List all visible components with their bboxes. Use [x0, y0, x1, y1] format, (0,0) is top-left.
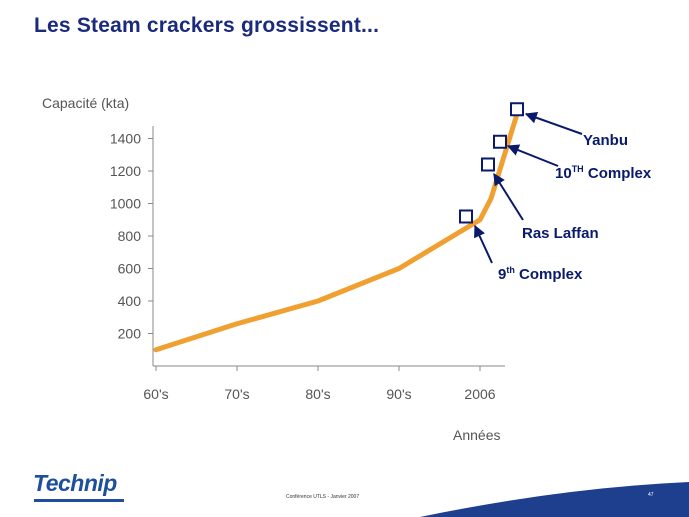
x-axis-label: Années	[453, 427, 500, 443]
capacity-line	[153, 108, 521, 353]
footer-text: Conférence UTLS - Janvier 2007	[286, 494, 360, 500]
milestone-marker-2	[493, 134, 507, 149]
footer-swoosh	[420, 482, 689, 517]
annotation-label-3: Yanbu	[583, 132, 628, 149]
y-tick-label-200: 200	[118, 326, 142, 342]
y-tick-label-600: 600	[118, 261, 142, 277]
x-tick-label-4: 2006	[464, 386, 495, 402]
slide-title: Les Steam crackers grossissent...	[34, 14, 380, 37]
x-tick-label-0: 60's	[143, 386, 168, 402]
annotation-label-2: 10TH Complex	[555, 164, 652, 182]
y-tick-label-1400: 1400	[110, 131, 141, 147]
milestone-marker-0	[459, 209, 473, 224]
milestone-marker-1	[481, 157, 495, 172]
y-axis-label: Capacité (kta)	[42, 95, 129, 111]
annotation-arrow-3	[524, 111, 583, 135]
technip-logo: Technip	[33, 470, 117, 496]
annotation-label-1: Ras Laffan	[522, 225, 599, 242]
logo-underline	[34, 499, 124, 502]
y-tick-label-1200: 1200	[110, 163, 141, 179]
x-tick-label-2: 80's	[305, 386, 330, 402]
x-tick-label-1: 70's	[224, 386, 249, 402]
y-tick-label-800: 800	[118, 228, 142, 244]
annotation-label-0: 9th Complex	[498, 265, 583, 283]
annotation-arrow-0	[474, 224, 493, 264]
x-tick-label-3: 90's	[386, 386, 411, 402]
page-number: 47	[648, 492, 654, 498]
y-tick-label-400: 400	[118, 293, 142, 309]
milestone-marker-3	[510, 102, 524, 117]
annotation-arrow-2	[506, 144, 559, 167]
y-tick-label-1000: 1000	[110, 196, 141, 212]
annotation-arrow-1	[493, 172, 524, 221]
